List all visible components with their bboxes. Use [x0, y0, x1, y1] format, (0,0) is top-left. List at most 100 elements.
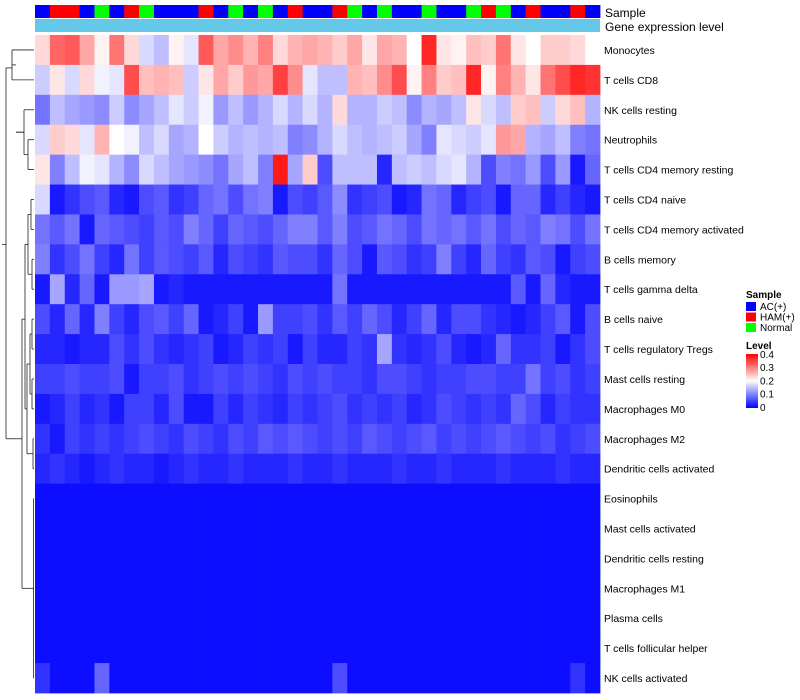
heatmap-cell — [64, 154, 81, 185]
heatmap-cell — [391, 483, 408, 514]
sample-annotation-cell — [124, 5, 140, 18]
heatmap-cell — [362, 603, 378, 634]
heatmap-cell — [436, 124, 452, 156]
heatmap-cell — [64, 453, 81, 485]
heatmap-cell — [94, 453, 110, 485]
heatmap-cell — [406, 214, 422, 245]
heatmap-cell — [258, 423, 274, 455]
heatmap-cell — [406, 603, 422, 634]
heatmap-cell — [495, 94, 512, 126]
heatmap-cell — [287, 94, 304, 126]
heatmap-cell — [376, 334, 393, 365]
heatmap-cell — [406, 64, 422, 96]
heatmap-cell — [481, 633, 497, 664]
heatmap-cell — [555, 393, 571, 425]
heatmap-cell — [64, 633, 81, 664]
heatmap-cell — [555, 513, 571, 544]
heatmap-cell — [287, 364, 304, 395]
heatmap-cell — [213, 334, 229, 365]
heatmap-cell — [436, 573, 452, 604]
heatmap-cell — [332, 184, 348, 215]
heatmap-cell — [139, 483, 155, 514]
heatmap-cell — [376, 633, 393, 664]
heatmap-cell — [272, 304, 289, 335]
sample-annotation-cell — [347, 5, 363, 18]
row-label: Plasma cells — [604, 613, 663, 625]
heatmap-cell — [94, 244, 110, 275]
heatmap-cell — [421, 663, 437, 694]
sample-annotation-cell — [451, 5, 467, 18]
row-labels: Monocytes T cells CD8 NK cells resting Neut… — [604, 45, 744, 685]
heatmap-cell — [109, 124, 125, 156]
heatmap-cell — [287, 423, 304, 455]
row-label: T cells regulatory Tregs — [604, 344, 713, 356]
heatmap-cell — [332, 364, 348, 395]
heatmap-cell — [168, 663, 185, 694]
heatmap-cell — [391, 663, 408, 694]
heatmap-cell — [79, 304, 95, 335]
heatmap-cell — [64, 364, 81, 395]
heatmap-cell — [168, 364, 185, 395]
heatmap-cell — [510, 364, 527, 395]
heatmap-cell — [525, 393, 541, 425]
heatmap-cell — [198, 393, 214, 425]
heatmap-cell — [79, 423, 95, 455]
heatmap-cell — [466, 274, 482, 305]
heatmap-cell — [153, 423, 170, 455]
heatmap-cell — [406, 423, 422, 455]
heatmap-cell — [139, 214, 155, 245]
heatmap-cell — [64, 304, 81, 335]
heatmap-cell — [421, 513, 437, 544]
heatmap-cell — [228, 94, 244, 126]
heatmap-cell — [168, 64, 185, 96]
heatmap-cell — [109, 663, 125, 694]
heatmap-cell — [362, 573, 378, 604]
heatmap-cell — [168, 274, 185, 305]
heatmap-cell — [302, 364, 318, 395]
heatmap-cell — [332, 603, 348, 634]
heatmap-cell — [79, 663, 95, 694]
heatmap-cell — [510, 334, 527, 365]
heatmap-cell — [585, 543, 601, 574]
heatmap-cell — [540, 184, 556, 215]
level-tick-label: 0.4 — [760, 350, 774, 361]
heatmap-cell — [64, 393, 81, 425]
column-annotation-labels: Sample Gene expression level — [605, 6, 724, 34]
heatmap-cell — [555, 483, 571, 514]
heatmap-cell — [287, 184, 304, 215]
heatmap-cell — [124, 304, 140, 335]
heatmap-cell — [302, 513, 318, 544]
heatmap-cell — [555, 573, 571, 604]
heatmap-cell — [406, 483, 422, 514]
heatmap-cell — [421, 154, 437, 185]
heatmap-cell — [153, 573, 170, 604]
heatmap-cell — [243, 274, 259, 305]
heatmap-cell — [272, 423, 289, 455]
heatmap-cell — [198, 274, 214, 305]
heatmap-cell — [466, 304, 482, 335]
heatmap-cell — [124, 94, 140, 126]
heatmap-cell — [332, 573, 348, 604]
heatmap-cell — [525, 184, 541, 215]
heatmap-cell — [525, 244, 541, 275]
heatmap-cell — [466, 35, 482, 66]
heatmap-cell — [272, 364, 289, 395]
sample-annotation-cell — [495, 5, 512, 18]
heatmap-cell — [109, 64, 125, 96]
heatmap-cell — [109, 244, 125, 275]
heatmap-cell — [451, 453, 467, 485]
heatmap-cell — [540, 423, 556, 455]
heatmap-cell — [35, 214, 51, 245]
sample-annotation-cell — [540, 5, 556, 18]
heatmap-cell — [302, 35, 318, 66]
heatmap-cell — [79, 453, 95, 485]
heatmap-cell — [183, 244, 199, 275]
sample-annotation-cell — [79, 5, 95, 18]
heatmap-cell — [317, 573, 333, 604]
heatmap-cell — [168, 633, 185, 664]
heatmap-cell — [495, 603, 512, 634]
heatmap-cell — [94, 663, 110, 694]
heatmap-cell — [495, 453, 512, 485]
heatmap-cell — [347, 35, 363, 66]
heatmap-cell — [258, 244, 274, 275]
